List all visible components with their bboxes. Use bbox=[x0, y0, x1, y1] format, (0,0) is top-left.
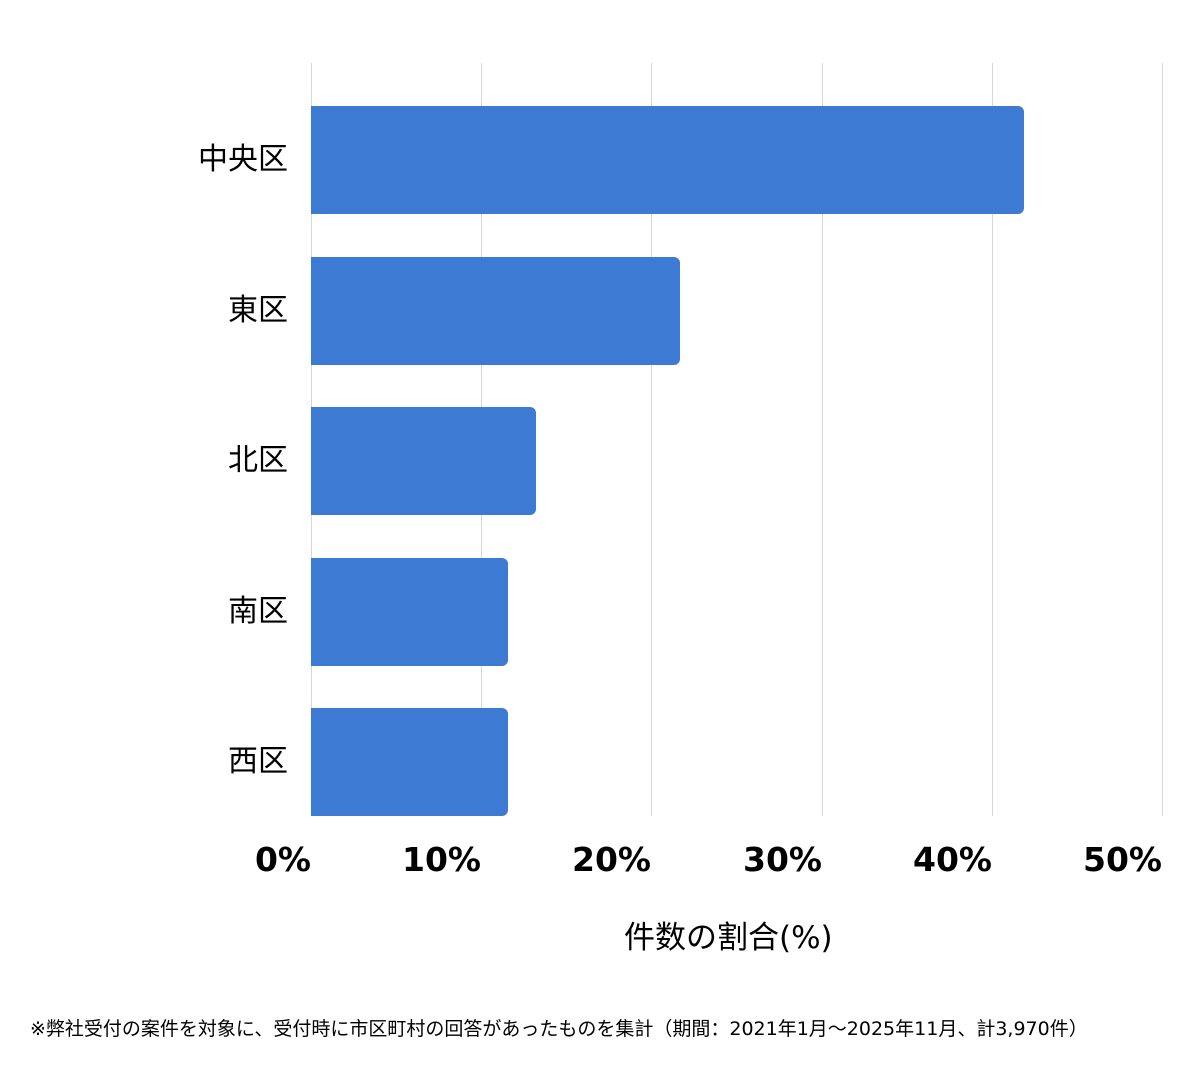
footnote: ※弊社受付の案件を対象に、受付時に市区町村の回答があったものを集計（期間：202… bbox=[30, 1018, 1088, 1040]
x-axis-title: 件数の割合(%) bbox=[624, 920, 833, 956]
category-label: 東区 bbox=[228, 293, 288, 328]
category-label: 南区 bbox=[228, 594, 288, 629]
x-tick-label: 20% bbox=[572, 840, 651, 879]
category-label: 中央区 bbox=[198, 142, 288, 177]
gridline bbox=[1162, 63, 1163, 816]
x-tick-label: 0% bbox=[254, 840, 311, 879]
bar bbox=[311, 106, 1024, 214]
category-label: 北区 bbox=[228, 443, 288, 478]
bar bbox=[311, 407, 536, 515]
x-tick-label: 40% bbox=[913, 840, 992, 879]
x-tick-label: 50% bbox=[1083, 840, 1162, 879]
bar bbox=[311, 708, 508, 816]
bar bbox=[311, 558, 508, 666]
gridline bbox=[822, 63, 823, 816]
x-tick-label: 10% bbox=[402, 840, 481, 879]
bar bbox=[311, 257, 680, 365]
gridline bbox=[992, 63, 993, 816]
gridline bbox=[651, 63, 652, 816]
x-tick-label: 30% bbox=[743, 840, 822, 879]
category-label: 西区 bbox=[228, 744, 288, 779]
